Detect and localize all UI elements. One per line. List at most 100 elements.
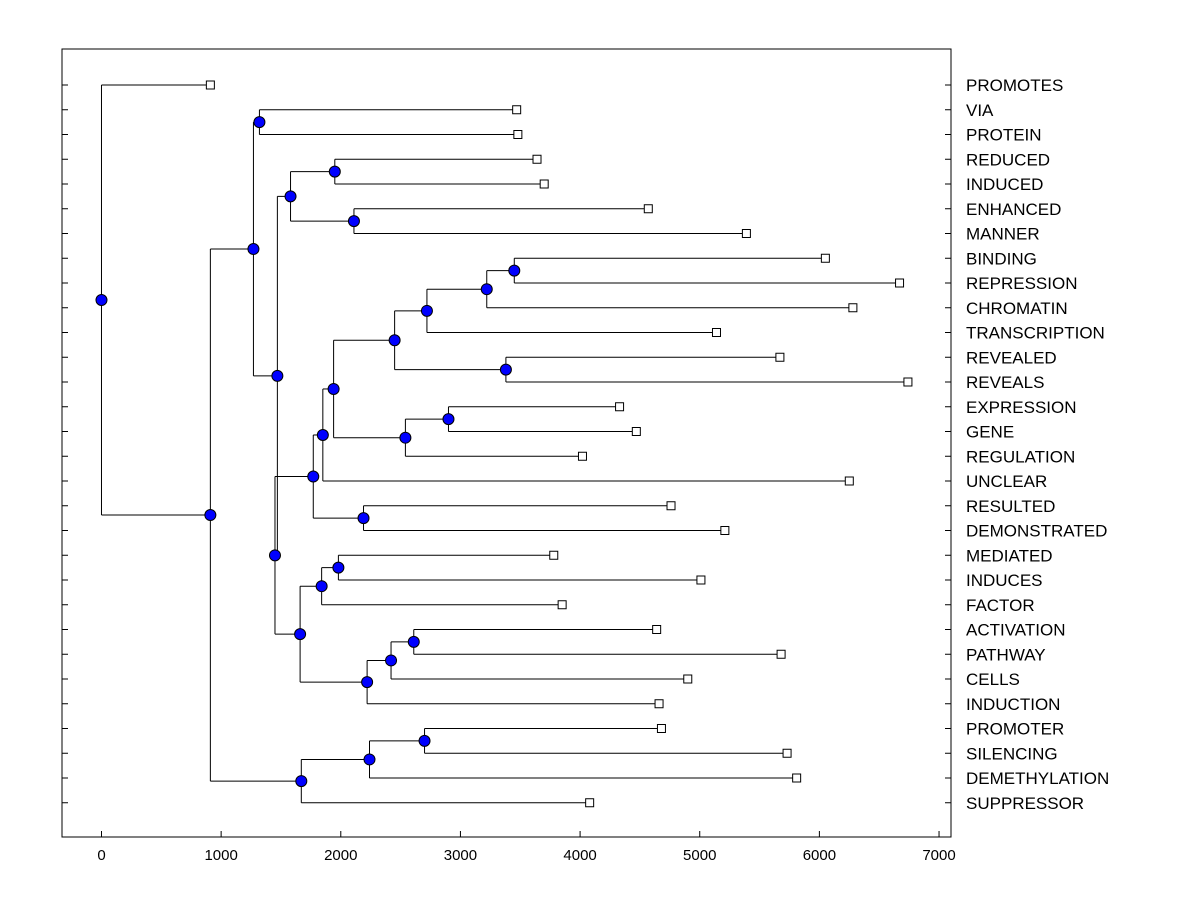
plot-frame	[61, 48, 952, 838]
leaf-label: GENE	[966, 423, 1014, 442]
leaf-label: UNCLEAR	[966, 472, 1047, 491]
leaf-label: SILENCING	[966, 744, 1058, 763]
cluster-node-marker	[315, 580, 328, 593]
x-tick-label: 1000	[204, 847, 237, 864]
leaf-label: ACTIVATION	[966, 621, 1066, 640]
leaf-label: PATHWAY	[966, 645, 1046, 664]
leaf-label: DEMETHYLATION	[966, 769, 1109, 788]
cluster-node-marker	[363, 753, 376, 766]
cluster-node-marker	[95, 294, 108, 307]
leaf-marker	[585, 798, 595, 808]
cluster-node-marker	[253, 116, 266, 129]
leaf-label: DEMONSTRATED	[966, 522, 1107, 541]
leaf-marker	[775, 352, 785, 362]
cluster-node-marker	[399, 431, 412, 444]
leaf-label: CHROMATIN	[966, 299, 1068, 318]
leaf-marker	[512, 105, 522, 115]
cluster-node-marker	[388, 334, 401, 347]
cluster-node-marker	[307, 470, 320, 483]
leaf-marker	[792, 773, 802, 783]
cluster-node-marker	[385, 654, 398, 667]
leaf-marker	[741, 229, 751, 238]
leaf-marker	[820, 253, 830, 263]
cluster-node-marker	[328, 165, 341, 178]
leaf-label: PROMOTER	[966, 720, 1064, 739]
leaf-marker	[557, 600, 567, 610]
leaf-marker	[549, 550, 559, 560]
leaf-label: REPRESSION	[966, 274, 1077, 293]
leaf-marker	[654, 699, 664, 709]
leaf-label: REVEALED	[966, 348, 1057, 367]
x-tick-label: 0	[97, 847, 105, 864]
leaf-marker	[696, 575, 706, 585]
leaf-label: RESULTED	[966, 497, 1055, 516]
leaf-marker	[656, 724, 666, 733]
cluster-node-marker	[480, 283, 493, 296]
leaf-label: INDUCTION	[966, 695, 1060, 714]
leaf-marker	[903, 377, 913, 387]
leaf-marker	[513, 130, 523, 139]
leaf-marker	[532, 154, 542, 164]
leaf-label: EXPRESSION	[966, 398, 1077, 417]
leaf-marker	[577, 451, 587, 461]
cluster-node-marker	[508, 264, 521, 277]
cluster-node-marker	[247, 242, 260, 255]
leaf-marker	[720, 526, 730, 535]
leaf-marker	[666, 501, 676, 511]
leaf-label: CELLS	[966, 670, 1020, 689]
cluster-node-marker	[284, 190, 297, 203]
leaf-label: FACTOR	[966, 596, 1035, 615]
leaf-marker-layer	[205, 80, 913, 808]
leaf-label: TRANSCRIPTION	[966, 324, 1105, 343]
leaf-label: REGULATION	[966, 447, 1075, 466]
leaf-label: PROTEIN	[966, 126, 1042, 145]
cluster-node-marker	[361, 676, 374, 689]
leaf-label: VIA	[966, 101, 994, 120]
leaf-marker	[539, 179, 549, 189]
tick-layer: 0 1000 2000 3000 4000 5000 6000 7000	[62, 84, 956, 864]
leaf-marker	[205, 80, 215, 90]
leaf-label: ENHANCED	[966, 200, 1061, 219]
cluster-node-marker	[347, 215, 360, 228]
leaf-marker	[776, 649, 786, 659]
leaf-marker	[631, 427, 641, 436]
x-tick-label: 4000	[563, 847, 596, 864]
cluster-node-marker	[294, 628, 307, 641]
cluster-node-marker	[268, 549, 281, 562]
x-tick-label: 5000	[683, 847, 716, 864]
cluster-node-marker	[499, 363, 512, 376]
cluster-node-marker	[357, 512, 370, 525]
leaf-label: SUPPRESSOR	[966, 794, 1084, 813]
leaf-marker	[848, 303, 858, 313]
cluster-node-marker	[420, 304, 433, 317]
cluster-node-marker	[418, 734, 431, 747]
cluster-node-marker	[332, 561, 345, 574]
leaf-label: INDUCED	[966, 175, 1043, 194]
leaf-label: REDUCED	[966, 150, 1050, 169]
cluster-node-marker	[271, 369, 284, 382]
leaf-label: PROMOTES	[966, 76, 1063, 95]
x-tick-label: 2000	[324, 847, 357, 864]
leaf-marker	[711, 328, 721, 337]
cluster-node-marker	[327, 382, 340, 395]
leaf-label: BINDING	[966, 249, 1037, 268]
leaf-label: INDUCES	[966, 571, 1043, 590]
leaf-marker	[652, 625, 662, 634]
leaf-label: MEDIATED	[966, 546, 1053, 565]
leaf-label: REVEALS	[966, 373, 1044, 392]
cluster-node-marker	[204, 509, 217, 522]
cluster-node-marker	[407, 635, 420, 648]
cluster-node-marker	[316, 428, 329, 441]
x-tick-label: 6000	[803, 847, 836, 864]
leaf-marker	[643, 204, 653, 214]
leaf-marker	[683, 674, 693, 684]
cluster-node-marker	[442, 413, 455, 426]
cluster-node-marker	[295, 775, 308, 788]
node-marker-layer	[95, 116, 521, 788]
x-tick-label: 7000	[922, 847, 955, 864]
x-tick-label: 3000	[444, 847, 477, 864]
leaf-label: MANNER	[966, 225, 1040, 244]
leaf-marker	[895, 278, 905, 288]
leaf-marker	[844, 476, 854, 486]
